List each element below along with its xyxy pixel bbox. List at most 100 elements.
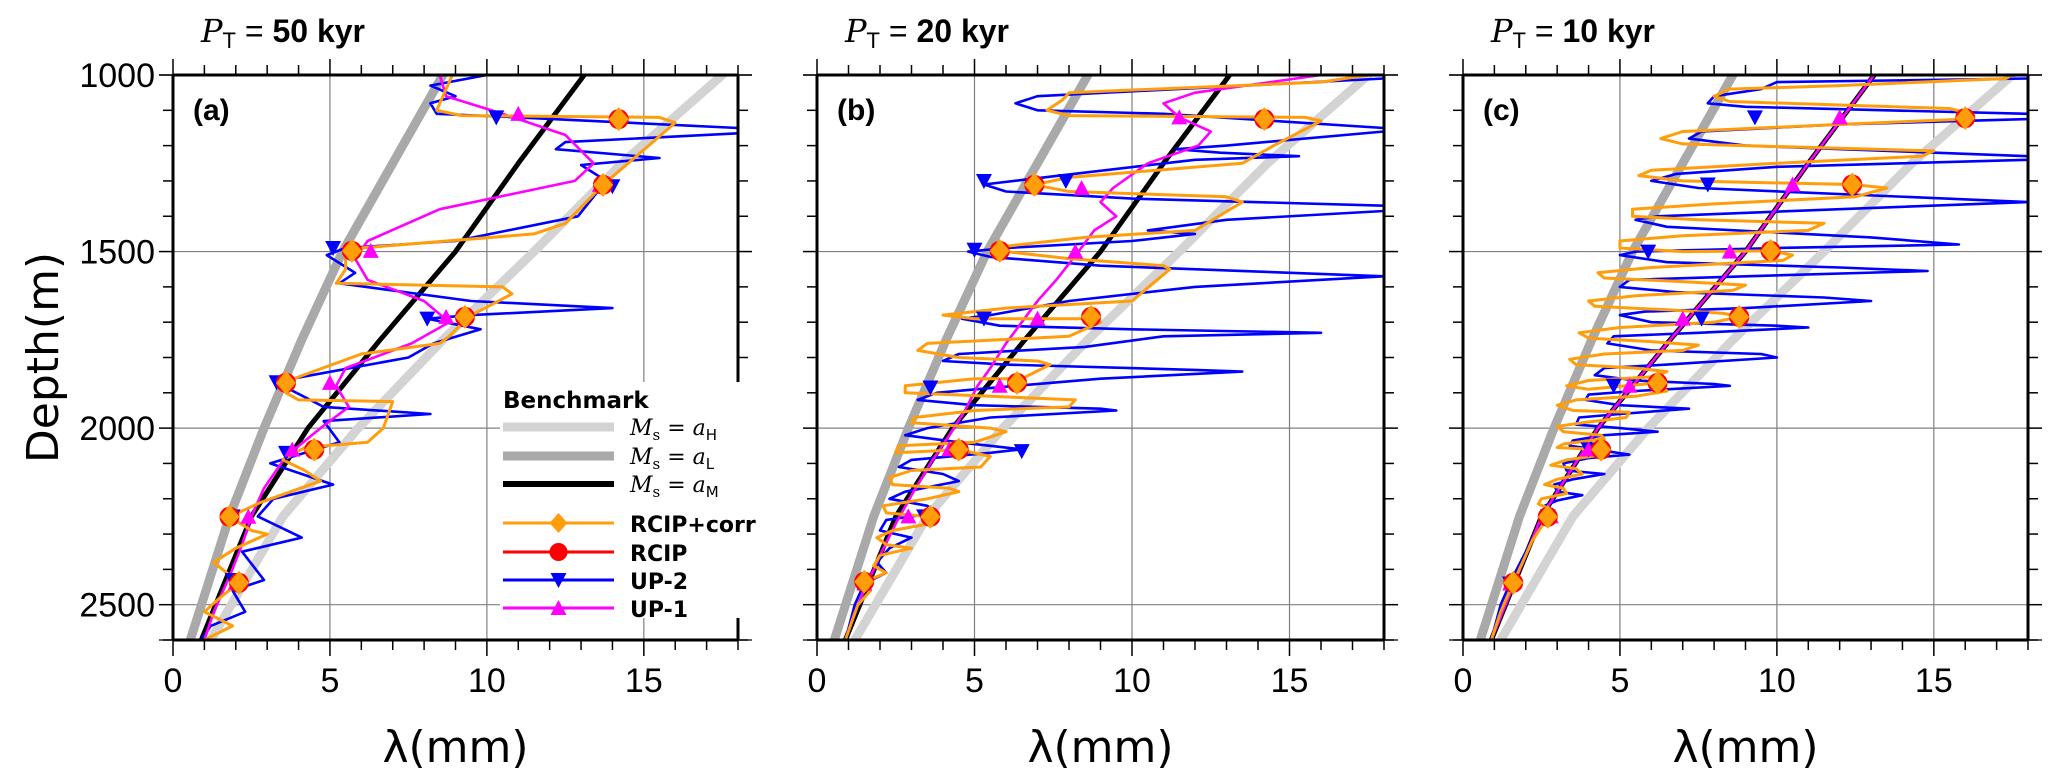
- marker-rcip-corr: [1503, 570, 1524, 595]
- legend-math-eq: =: [660, 416, 692, 441]
- marker-rcip-corr: [1024, 172, 1045, 197]
- legend-label: Ms = aL: [629, 445, 715, 473]
- axes: [1449, 59, 2042, 656]
- x-tick-label: 5: [1610, 662, 1629, 700]
- legend-label: Ms = aM: [629, 473, 719, 501]
- marker-rcip-corr: [1955, 106, 1976, 131]
- panel-label: (b): [837, 94, 875, 127]
- marker-rcip-corr: [1760, 238, 1781, 263]
- legend-title: Benchmark: [503, 388, 649, 414]
- legend-item-benchmark_H: Ms = aH: [503, 416, 717, 444]
- series-group: [829, 75, 1384, 640]
- marker-rcip-corr: [1591, 437, 1612, 462]
- markers: [854, 107, 1275, 594]
- x-tick-label: 10: [1758, 662, 1796, 700]
- legend-item-up1: UP-1: [503, 598, 688, 623]
- legend-math-rhs-sub: H: [706, 426, 717, 444]
- title-symbol: P: [844, 12, 867, 50]
- marker-up1: [1171, 109, 1188, 125]
- marker-rcip-corr: [593, 172, 614, 197]
- marker-up1: [1073, 180, 1090, 195]
- axes: [159, 59, 752, 656]
- title-subscript: T: [1513, 28, 1526, 53]
- axes: [803, 59, 1398, 656]
- x-axis-title: λ(mm): [1027, 722, 1173, 773]
- marker-rcip-corr: [948, 437, 969, 462]
- marker-up2: [1693, 311, 1710, 327]
- marker-up1: [284, 441, 301, 457]
- marker-up2: [1699, 177, 1716, 193]
- marker-up1: [438, 308, 455, 324]
- marker-up1: [321, 374, 338, 390]
- panel-label: (a): [193, 94, 230, 127]
- marker-up1: [240, 508, 257, 524]
- x-tick-label: 0: [164, 662, 183, 700]
- marker-up2: [419, 311, 436, 327]
- marker-up1: [1621, 377, 1638, 393]
- marker-rcip-corr: [304, 437, 325, 462]
- marker-up1: [1721, 243, 1738, 259]
- marker-up2: [922, 380, 939, 396]
- x-tick-label: 10: [468, 662, 506, 700]
- legend-item-up2: UP-2: [503, 570, 688, 595]
- title-equals: =: [236, 13, 272, 49]
- title-value: 20 kyr: [916, 13, 1009, 49]
- title-symbol: P: [200, 12, 223, 50]
- series-line-up2: [844, 77, 1384, 640]
- legend-math-rhs-sub: M: [706, 483, 719, 501]
- marker-rcip-corr: [1007, 370, 1028, 395]
- markers: [1502, 106, 1976, 595]
- markers: [219, 105, 629, 595]
- marker-rcip-corr: [608, 107, 629, 132]
- x-tick-label: 15: [625, 662, 663, 700]
- marker-up2: [1746, 110, 1763, 126]
- marker-up1: [900, 508, 917, 524]
- panel-title: PT = 20 kyr: [844, 12, 1009, 53]
- legend-marker-diamond: [549, 513, 568, 533]
- legend-label: UP-1: [630, 598, 688, 623]
- series-line-benchmark_L: [1475, 75, 1738, 640]
- legend-item-rcip: RCIP: [503, 542, 687, 567]
- legend-math-a: a: [693, 416, 706, 441]
- marker-rcip-corr: [341, 238, 362, 263]
- series-line-up2: [1490, 77, 2028, 640]
- legend-marker-triangle-up: [550, 600, 567, 615]
- x-tick-label: 5: [965, 662, 984, 700]
- marker-up2: [1057, 173, 1074, 189]
- legend-math-eq: =: [660, 445, 692, 470]
- marker-up1: [362, 242, 379, 258]
- x-axis-title: λ(mm): [1672, 722, 1818, 773]
- legend-math-M: M: [629, 445, 653, 470]
- marker-up2: [975, 311, 992, 327]
- x-tick-label: 10: [1113, 662, 1151, 700]
- marker-rcip-corr: [1537, 504, 1558, 529]
- grid: [817, 75, 1384, 640]
- marker-rcip-corr: [228, 570, 249, 595]
- x-axis-title: λ(mm): [382, 722, 528, 773]
- legend-item-rcip_corr: RCIP+corr: [503, 513, 756, 538]
- marker-up2: [1640, 244, 1657, 260]
- marker-up2: [975, 173, 992, 189]
- y-tick-label: 2500: [79, 587, 155, 625]
- marker-up1: [1784, 176, 1801, 192]
- marker-rcip-corr: [1081, 304, 1102, 329]
- legend-item-benchmark_L: Ms = aL: [503, 445, 715, 473]
- legend-math-M: M: [629, 416, 653, 441]
- legend-math-rhs-sub: L: [706, 455, 715, 473]
- marker-rcip-corr: [454, 304, 475, 329]
- x-tick-label: 15: [1271, 662, 1309, 700]
- marker-rcip-corr: [1254, 107, 1275, 132]
- title-subscript: T: [223, 28, 236, 53]
- y-axis-title: Depth(m): [18, 252, 69, 463]
- marker-up2: [325, 241, 342, 257]
- marker-rcip-corr: [854, 569, 875, 594]
- legend-label: Ms = aH: [629, 416, 717, 444]
- title-value: 10 kyr: [1562, 13, 1655, 49]
- series-line-benchmark_L: [829, 75, 1093, 640]
- marker-rcip-corr: [989, 238, 1010, 263]
- panel-title: PT = 50 kyr: [200, 12, 365, 53]
- title-value: 50 kyr: [272, 13, 365, 49]
- y-tick-label: 1500: [79, 234, 155, 272]
